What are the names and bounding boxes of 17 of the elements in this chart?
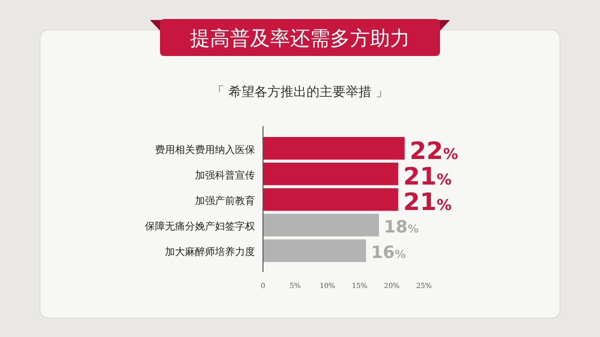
y-tick-label: 保障无痛分娩产妇签字权 (145, 220, 255, 233)
y-tick-label: 加大麻醉师培养力度 (165, 246, 255, 258)
chart-title: 提高普及率还需多方助力 (190, 26, 410, 50)
bar (263, 239, 366, 262)
data-label: 18% (384, 218, 419, 238)
bar (263, 188, 398, 211)
data-label: 21% (403, 162, 452, 190)
chart-subtitle: 「 希望各方推出的主要举措 」 (211, 84, 389, 100)
y-tick-label: 加强产前教育 (195, 195, 255, 207)
bar (263, 214, 379, 236)
y-tick-label: 费用相关费用纳入医保 (155, 144, 255, 156)
bar (263, 162, 398, 186)
bar (263, 137, 405, 160)
data-label: 21% (403, 188, 452, 216)
data-label: 16% (371, 243, 406, 264)
data-label: 22% (410, 136, 458, 165)
y-tick-label: 加强科普宣传 (195, 169, 255, 182)
